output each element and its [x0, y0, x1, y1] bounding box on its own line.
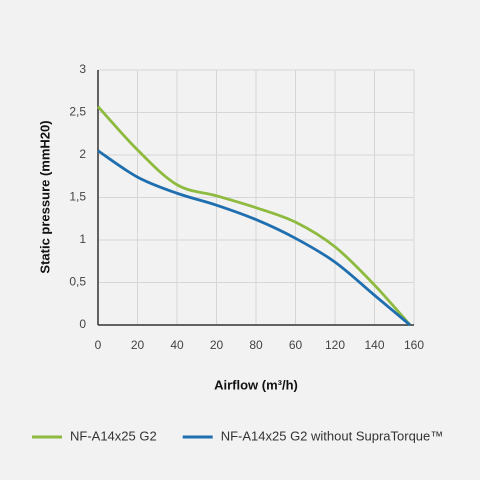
x-tick-label: 60: [289, 338, 303, 352]
series-line: [97, 149, 411, 327]
x-tick-label: 0: [95, 338, 102, 352]
y-tick-label: 0: [79, 317, 86, 331]
x-tick-label: 80: [249, 338, 263, 352]
x-axis-label: Airflow (m³/h): [214, 377, 298, 392]
x-tick-label: 20: [210, 338, 224, 352]
y-tick-label: 1,5: [69, 190, 86, 204]
y-tick-label: 3: [79, 62, 86, 76]
x-tick-label: 140: [364, 338, 384, 352]
x-tick-label: 160: [404, 338, 424, 352]
series-line: [96, 105, 412, 326]
legend-label: NF-A14x25 G2 without SupraTorque™: [221, 428, 444, 443]
x-tick-label: 40: [170, 338, 184, 352]
y-tick-label: 0,5: [69, 275, 86, 289]
legend-label: NF-A14x25 G2: [70, 428, 157, 443]
x-tick-label: 20: [131, 338, 145, 352]
y-tick-label: 1: [79, 232, 86, 246]
y-axis-label: Static pressure (mmH20): [37, 120, 52, 273]
y-tick-label: 2: [79, 147, 86, 161]
x-tick-label: 120: [325, 338, 345, 352]
y-tick-label: 2,5: [69, 105, 86, 119]
